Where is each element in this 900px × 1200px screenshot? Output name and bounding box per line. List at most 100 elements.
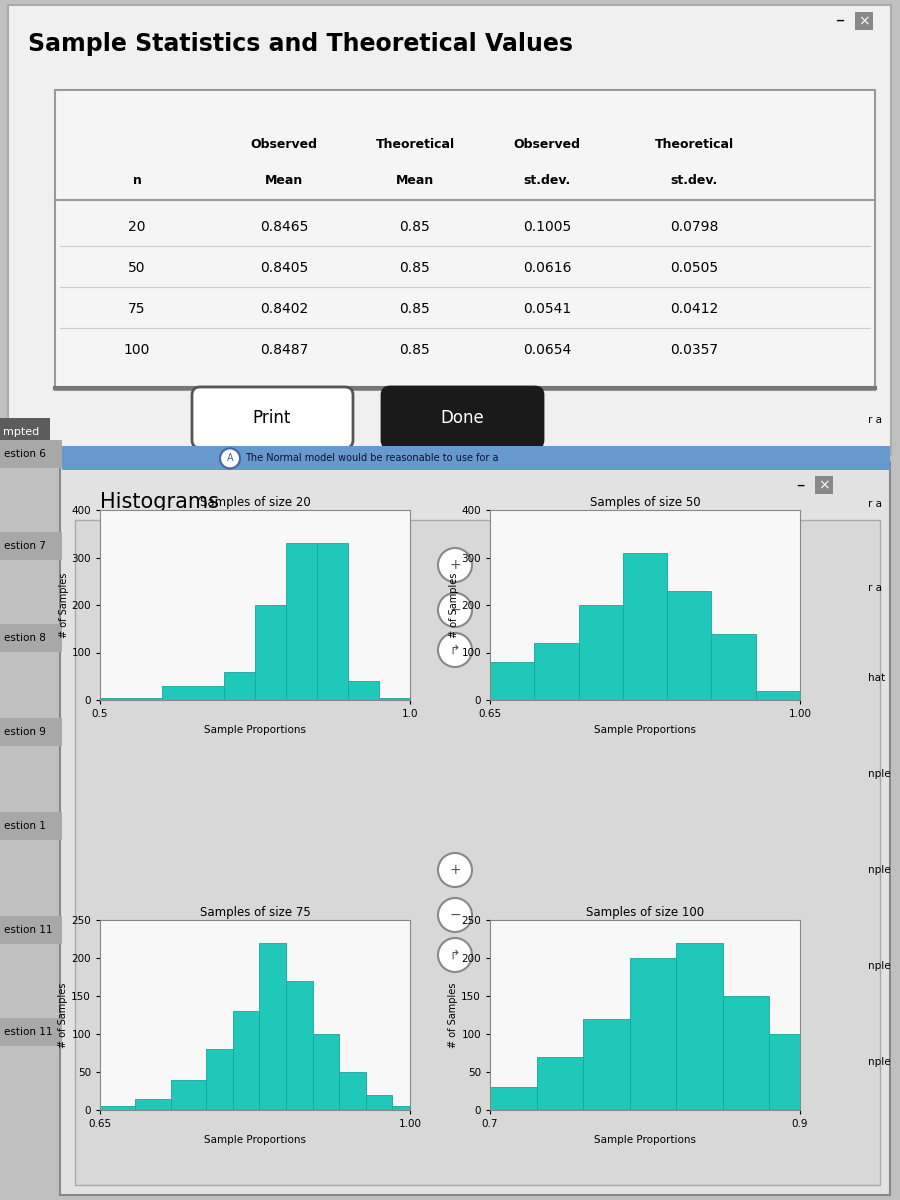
Text: 50: 50 [128, 260, 146, 275]
Bar [711, 634, 756, 700]
Bar [629, 958, 676, 1110]
Title: Samples of size 100: Samples of size 100 [586, 906, 704, 919]
Bar [815, 1080, 862, 1110]
Bar [623, 553, 667, 700]
Text: Theoretical: Theoretical [654, 138, 733, 151]
Text: 0.8405: 0.8405 [260, 260, 308, 275]
Text: A: A [227, 454, 233, 463]
Bar [379, 697, 410, 700]
Bar [55, 90, 875, 390]
Bar [815, 476, 833, 494]
Bar [348, 680, 379, 700]
Bar [490, 1087, 536, 1110]
Bar [233, 1012, 259, 1110]
Text: estion 7: estion 7 [4, 541, 46, 551]
Text: nple: nple [868, 865, 891, 875]
Circle shape [438, 898, 472, 932]
Bar [583, 1019, 629, 1110]
X-axis label: Sample Proportions: Sample Proportions [594, 725, 696, 734]
Bar [286, 544, 317, 700]
Bar [224, 672, 255, 700]
Text: st.dev.: st.dev. [670, 174, 717, 186]
Bar [0, 718, 62, 746]
Text: estion 8: estion 8 [4, 634, 46, 643]
Bar [0, 532, 62, 560]
Bar [769, 1034, 815, 1110]
Text: estion 9: estion 9 [4, 727, 46, 737]
Bar [312, 1034, 339, 1110]
Text: Print: Print [253, 409, 292, 427]
Bar [535, 643, 579, 700]
Text: ×: × [859, 14, 869, 28]
FancyBboxPatch shape [192, 386, 353, 448]
Text: Observed: Observed [514, 138, 580, 151]
Text: –: – [835, 11, 844, 29]
Text: mpted: mpted [3, 427, 40, 437]
Text: estion 6: estion 6 [4, 449, 46, 458]
Text: Mean: Mean [265, 174, 303, 186]
Bar [255, 605, 286, 700]
Bar [259, 943, 286, 1110]
Bar [392, 1106, 410, 1110]
Text: estion 1: estion 1 [4, 821, 46, 830]
Text: The Normal model would be reasonable to use for a: The Normal model would be reasonable to … [245, 454, 499, 463]
Text: estion 11: estion 11 [4, 925, 52, 935]
Circle shape [438, 938, 472, 972]
Text: 0.8487: 0.8487 [260, 343, 308, 358]
Bar [579, 605, 623, 700]
Bar [667, 590, 711, 700]
Text: 0.85: 0.85 [400, 343, 430, 358]
Text: ×: × [818, 478, 830, 492]
Bar [317, 544, 348, 700]
Bar [62, 446, 890, 470]
Bar [339, 1072, 365, 1110]
Text: st.dev.: st.dev. [524, 174, 571, 186]
Text: −: − [449, 602, 461, 617]
Circle shape [438, 634, 472, 667]
Text: Histograms: Histograms [100, 492, 219, 512]
Bar [135, 1099, 171, 1110]
Text: Observed: Observed [250, 138, 318, 151]
X-axis label: Sample Proportions: Sample Proportions [204, 725, 306, 734]
Y-axis label: # of Samples: # of Samples [448, 572, 459, 637]
Text: estion 11: estion 11 [4, 1027, 52, 1037]
Bar [536, 1057, 583, 1110]
Bar [0, 439, 62, 468]
Bar [0, 916, 62, 944]
Bar [676, 943, 723, 1110]
Bar [206, 1049, 233, 1110]
Bar [171, 1080, 206, 1110]
Text: Theoretical: Theoretical [375, 138, 454, 151]
Bar [0, 1018, 62, 1046]
Circle shape [438, 853, 472, 887]
Y-axis label: # of Samples: # of Samples [448, 983, 458, 1048]
X-axis label: Sample Proportions: Sample Proportions [204, 1134, 306, 1145]
Text: 100: 100 [124, 343, 150, 358]
Text: 0.0412: 0.0412 [670, 302, 718, 316]
Text: 0.1005: 0.1005 [523, 220, 572, 234]
Text: 0.0357: 0.0357 [670, 343, 718, 358]
Text: 0.85: 0.85 [400, 302, 430, 316]
Y-axis label: # of Samples: # of Samples [58, 983, 68, 1048]
Bar [756, 690, 800, 700]
FancyBboxPatch shape [8, 5, 891, 455]
Text: nple: nple [868, 961, 891, 971]
Text: –: – [796, 476, 805, 494]
Text: −: − [449, 908, 461, 922]
Text: 0.85: 0.85 [400, 260, 430, 275]
X-axis label: Sample Proportions: Sample Proportions [594, 1134, 696, 1145]
Text: Done: Done [440, 409, 484, 427]
Text: Mean: Mean [396, 174, 434, 186]
Text: r a: r a [868, 583, 882, 593]
Bar [723, 996, 769, 1110]
Text: 75: 75 [128, 302, 146, 316]
Text: nple: nple [868, 1057, 891, 1067]
Bar [75, 520, 880, 1186]
FancyBboxPatch shape [382, 386, 543, 448]
Text: n: n [132, 174, 141, 186]
Bar [0, 418, 50, 446]
Text: 0.8402: 0.8402 [260, 302, 308, 316]
Title: Samples of size 50: Samples of size 50 [590, 496, 700, 509]
Title: Samples of size 75: Samples of size 75 [200, 906, 310, 919]
Bar [0, 624, 62, 653]
